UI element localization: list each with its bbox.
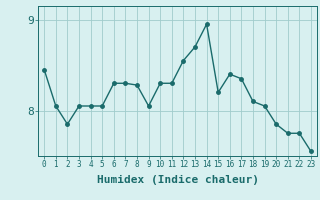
X-axis label: Humidex (Indice chaleur): Humidex (Indice chaleur) xyxy=(97,175,259,185)
